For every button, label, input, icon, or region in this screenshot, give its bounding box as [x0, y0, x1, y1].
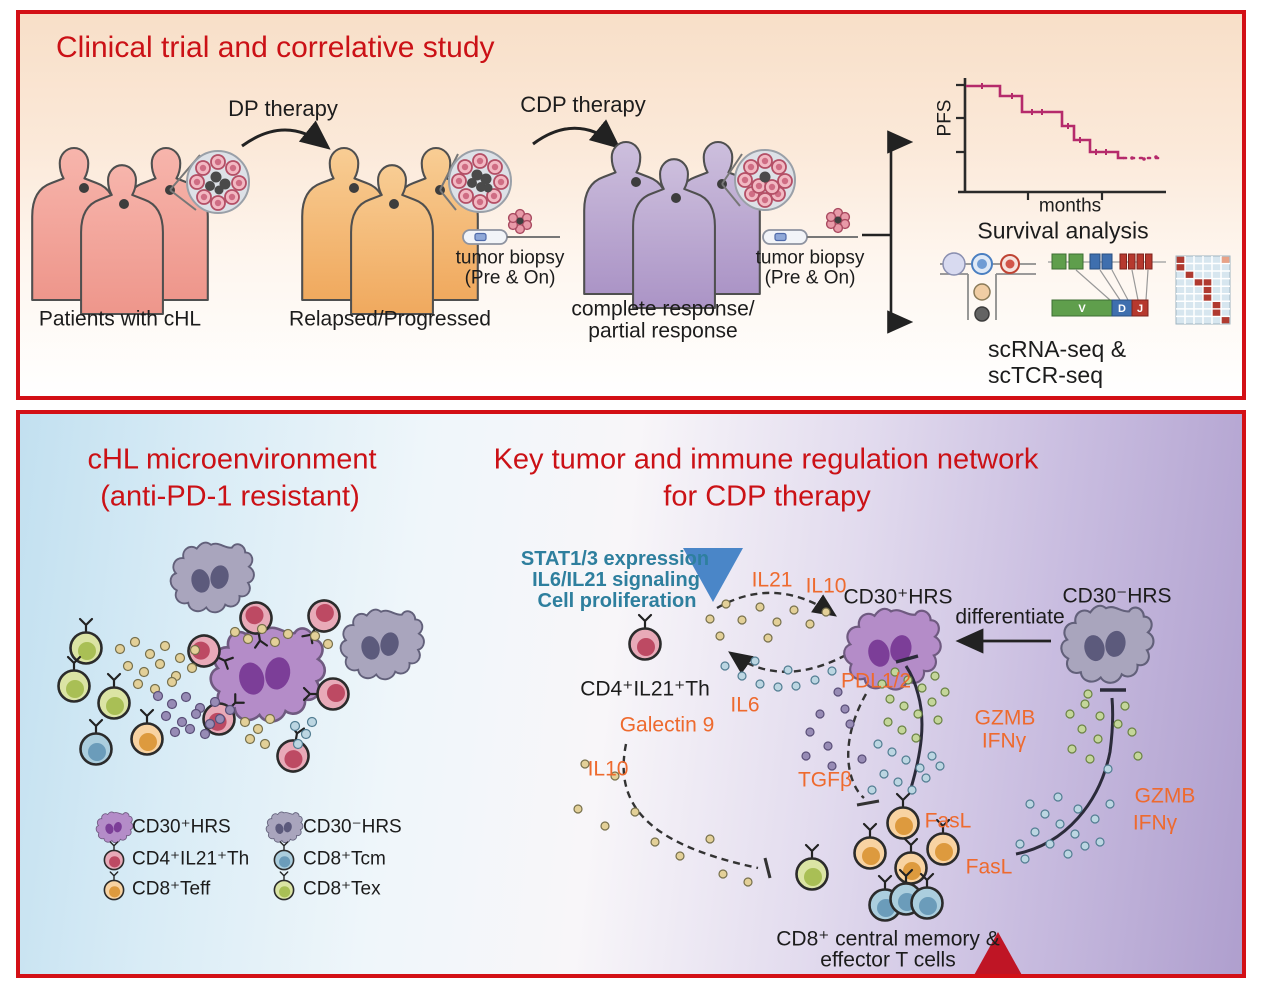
tcell-caption-2: effector T cells: [820, 948, 956, 972]
label-biopsy2-1: tumor biopsy: [755, 247, 865, 269]
label-cd30pos: CD30⁺HRS: [843, 585, 953, 609]
label-fasl-top: FasL: [924, 809, 972, 833]
il6-dots: [720, 656, 837, 692]
cd30neg-hrs-cell: [170, 542, 254, 613]
label-cdp-therapy: CDP therapy: [520, 92, 646, 118]
tumor-inset-2: [448, 149, 512, 213]
vdj-v-label: V: [1078, 303, 1086, 315]
patient-group-response: [583, 140, 858, 310]
label-il10-left: IL10: [587, 757, 629, 781]
vdj-j-label: J: [1137, 303, 1143, 315]
heatmap-icon: [1175, 255, 1231, 325]
tcm-cell: [79, 718, 113, 766]
label-gzmb-left: GZMB: [974, 706, 1036, 730]
cdp-therapy-arrow: [532, 119, 621, 149]
tbar: [763, 857, 772, 879]
network-cd30neg-cell: [1061, 605, 1154, 683]
effect-proliferation: Cell proliferation: [537, 590, 697, 613]
branch-bracket: [862, 130, 914, 334]
network-title-1: Key tumor and immune regulation network: [493, 443, 1039, 476]
label-response-1: complete response/: [571, 297, 755, 321]
ifng-left-dots: [867, 739, 945, 795]
tgfb-dots: [801, 687, 867, 771]
teff-cell: [130, 708, 164, 756]
cytokine-dots-purple: [152, 690, 236, 740]
label-pdl12: PDL1/2: [840, 669, 912, 693]
patient-group-relapsed: [301, 146, 560, 316]
legend-label-cd8-teff: CD8⁺Teff: [132, 878, 211, 900]
km-plot: [956, 78, 1166, 200]
effect-il6il21: IL6/IL21 signaling: [532, 569, 700, 592]
seq-icons: V D J: [940, 252, 1231, 325]
seq-caption-line1: scRNA-seq &: [988, 336, 1127, 362]
panel-clinical-trial: V D J: [16, 10, 1246, 400]
biopsy-icon-2: [762, 207, 858, 245]
label-tgfb: TGFβ: [797, 768, 853, 792]
gzmb-right-dots: [1065, 689, 1143, 764]
tumor-inset-3: [734, 149, 796, 211]
pdl12-tgfb-inhibit: [847, 693, 868, 799]
galectin9-il10-inhibit: [622, 743, 759, 870]
effect-stat13: STAT1/3 expression: [520, 548, 710, 571]
gzmb-left-dots: [877, 667, 950, 743]
label-differentiate: differentiate: [955, 605, 1065, 629]
cytokine-dots-blue: [289, 716, 318, 750]
legend-label-cd30pos-hrs: CD30⁺HRS: [132, 816, 231, 838]
il10-dots: [573, 759, 753, 887]
network-title-2: for CDP therapy: [663, 480, 871, 513]
label-patients-chl: Patients with cHL: [38, 307, 202, 331]
label-fasl-bottom: FasL: [965, 855, 1013, 879]
km-curve: [966, 84, 1124, 160]
tbar: [856, 799, 880, 807]
clinical-trial-graphics: V D J: [31, 78, 1231, 334]
microenvironment-illustration: [57, 542, 424, 901]
seq-caption: scRNA-seq & scTCR-seq: [988, 336, 1126, 388]
legend-label-cd4-il21-th: CD4⁺IL21⁺Th: [132, 848, 250, 870]
label-biopsy1-2: (Pre & On): [464, 267, 556, 289]
tbar: [895, 654, 919, 664]
cd30neg-hrs-cell: [340, 609, 424, 680]
km-xlabel: months: [1038, 195, 1102, 217]
label-th-cell: CD4⁺IL21⁺Th: [580, 677, 710, 701]
il21-dots: [705, 599, 831, 643]
legend-label-cd30neg-hrs: CD30⁻HRS: [303, 816, 402, 838]
panel-microenvironment-network: cHL microenvironment (anti-PD-1 resistan…: [16, 410, 1246, 978]
cytokine-dots-tan: [114, 623, 334, 750]
biopsy-icon-1: [462, 208, 560, 245]
microenv-title-1: cHL microenvironment: [87, 443, 377, 476]
label-galectin9: Galectin 9: [619, 713, 715, 737]
tex-cell: [97, 672, 131, 720]
vdj-icon: V D J: [1048, 253, 1166, 317]
label-cd30neg: CD30⁻HRS: [1062, 584, 1172, 608]
vdj-d-label: D: [1118, 303, 1126, 315]
label-il21: IL21: [751, 568, 793, 592]
microenv-title-2: (anti-PD-1 resistant): [100, 480, 360, 513]
label-biopsy1-1: tumor biopsy: [455, 247, 565, 269]
km-ylabel: PFS: [934, 99, 956, 137]
tcell-caption-1: CD8⁺ central memory &: [776, 927, 1000, 951]
label-ifng-left: IFNγ: [981, 729, 1027, 753]
regulation-network: [573, 548, 1154, 974]
label-relapsed: Relapsed/Progressed: [289, 307, 491, 331]
ifng-right-dots: [1015, 764, 1115, 864]
tex-cell: [69, 617, 103, 665]
legend-label-cd8-tcm: CD8⁺Tcm: [303, 848, 386, 870]
page-title: Clinical trial and correlative study: [56, 31, 495, 64]
seq-caption-line2: scTCR-seq: [988, 362, 1104, 388]
gzmb-left-inhibit: [904, 665, 924, 789]
network-th-cell: [628, 613, 662, 661]
label-il10-top: IL10: [805, 574, 847, 598]
label-dp-therapy: DP therapy: [228, 96, 338, 122]
label-gzmb-right: GZMB: [1134, 784, 1196, 808]
survival-caption: Survival analysis: [977, 217, 1149, 244]
label-biopsy2-2: (Pre & On): [764, 267, 856, 289]
label-response-2: partial response: [588, 319, 738, 343]
patient-group-chl: [31, 146, 250, 316]
network-graphics: [57, 542, 1154, 974]
tumor-inset-1: [186, 150, 250, 214]
label-il6: IL6: [730, 693, 760, 717]
label-ifng-right: IFNγ: [1132, 811, 1178, 835]
dp-therapy-arrow: [241, 120, 331, 150]
legend-label-cd8-tex: CD8⁺Tex: [303, 878, 381, 900]
